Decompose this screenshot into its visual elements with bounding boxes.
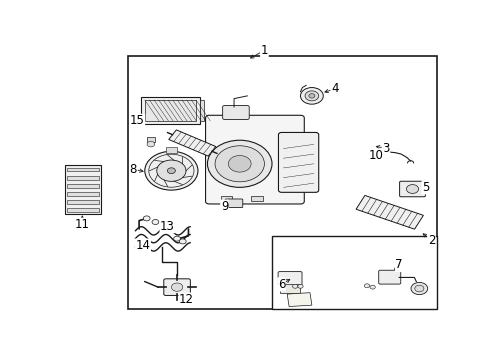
Circle shape bbox=[172, 283, 183, 291]
Polygon shape bbox=[169, 130, 216, 156]
Circle shape bbox=[157, 160, 186, 181]
Circle shape bbox=[364, 284, 369, 288]
Bar bbox=[147, 136, 155, 141]
Circle shape bbox=[300, 87, 323, 104]
Circle shape bbox=[293, 284, 298, 288]
Bar bbox=[67, 200, 99, 204]
Text: 11: 11 bbox=[74, 218, 90, 231]
Circle shape bbox=[143, 216, 150, 221]
Circle shape bbox=[145, 151, 198, 190]
Text: 7: 7 bbox=[395, 258, 403, 271]
Bar bbox=[200, 100, 204, 121]
FancyBboxPatch shape bbox=[278, 271, 302, 285]
Bar bbox=[67, 208, 99, 212]
Bar bbox=[67, 176, 99, 180]
Text: 2: 2 bbox=[428, 234, 435, 247]
Bar bbox=[67, 184, 99, 188]
Circle shape bbox=[406, 185, 418, 193]
Text: 1: 1 bbox=[261, 44, 268, 57]
FancyBboxPatch shape bbox=[206, 115, 304, 204]
Bar bbox=[220, 196, 232, 201]
Circle shape bbox=[228, 156, 251, 172]
Circle shape bbox=[179, 239, 186, 244]
Text: 14: 14 bbox=[135, 239, 150, 252]
Circle shape bbox=[411, 283, 428, 294]
Circle shape bbox=[309, 94, 315, 98]
Text: 10: 10 bbox=[369, 149, 384, 162]
Circle shape bbox=[415, 285, 424, 292]
Bar bbox=[65, 165, 101, 214]
Bar bbox=[272, 236, 437, 309]
Text: 12: 12 bbox=[179, 293, 194, 306]
Circle shape bbox=[298, 284, 303, 288]
Circle shape bbox=[152, 220, 159, 225]
FancyBboxPatch shape bbox=[278, 132, 318, 192]
Bar bbox=[67, 192, 99, 196]
Bar bbox=[251, 196, 263, 201]
FancyBboxPatch shape bbox=[379, 270, 401, 284]
Bar bbox=[141, 97, 200, 123]
Circle shape bbox=[147, 141, 155, 147]
Bar bbox=[166, 147, 177, 153]
Text: 15: 15 bbox=[130, 114, 145, 127]
Text: 5: 5 bbox=[422, 181, 430, 194]
FancyBboxPatch shape bbox=[400, 181, 425, 197]
Bar bbox=[128, 56, 437, 309]
Polygon shape bbox=[356, 195, 423, 229]
FancyBboxPatch shape bbox=[222, 105, 249, 120]
Text: 13: 13 bbox=[160, 220, 175, 233]
Circle shape bbox=[215, 146, 265, 182]
Polygon shape bbox=[287, 293, 312, 307]
Text: 3: 3 bbox=[382, 142, 390, 155]
Circle shape bbox=[207, 140, 272, 187]
Bar bbox=[145, 100, 196, 121]
Text: 4: 4 bbox=[331, 82, 339, 95]
Circle shape bbox=[370, 285, 375, 289]
Bar bbox=[280, 284, 300, 293]
Text: 9: 9 bbox=[221, 200, 228, 213]
Circle shape bbox=[168, 168, 175, 174]
Text: 6: 6 bbox=[278, 278, 285, 291]
FancyBboxPatch shape bbox=[164, 279, 190, 296]
Circle shape bbox=[305, 91, 318, 101]
Text: 8: 8 bbox=[130, 163, 137, 176]
Circle shape bbox=[173, 236, 180, 241]
FancyBboxPatch shape bbox=[225, 199, 243, 208]
Bar bbox=[67, 167, 99, 171]
